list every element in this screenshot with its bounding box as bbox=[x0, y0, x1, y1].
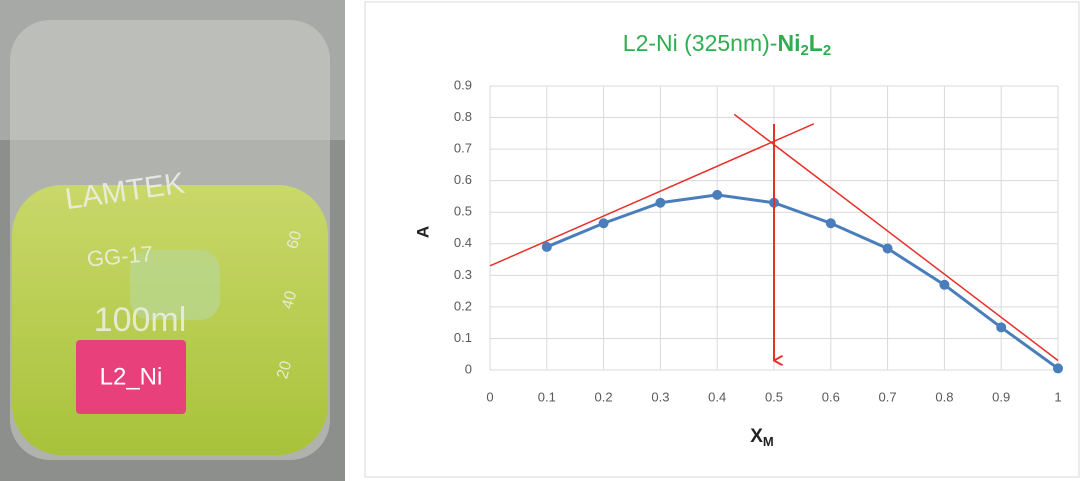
y-tick-label: 0.4 bbox=[454, 235, 472, 250]
y-tick-label: 0.7 bbox=[454, 141, 472, 156]
data-point bbox=[542, 242, 552, 252]
data-point bbox=[599, 218, 609, 228]
y-tick-label: 0.6 bbox=[454, 172, 472, 187]
data-point bbox=[826, 218, 836, 228]
y-tick-label: 0.2 bbox=[454, 298, 472, 313]
y-axis-label: A bbox=[413, 226, 432, 238]
x-tick-label: 0.8 bbox=[935, 389, 953, 404]
x-tick-label: 0.9 bbox=[992, 389, 1010, 404]
y-tick-label: 0.9 bbox=[454, 77, 472, 92]
x-tick-label: 0.5 bbox=[765, 389, 783, 404]
data-point bbox=[1053, 363, 1063, 373]
title-formula: L bbox=[809, 30, 823, 56]
beaker-marking: 100ml bbox=[94, 301, 187, 339]
x-tick-label: 0.6 bbox=[822, 389, 840, 404]
title-formula: Ni bbox=[777, 30, 800, 56]
label-text: L2_Ni bbox=[100, 363, 163, 390]
chart-panel bbox=[365, 2, 1079, 477]
data-point bbox=[655, 198, 665, 208]
data-point bbox=[712, 190, 722, 200]
x-label-main: X bbox=[750, 426, 763, 447]
x-label-subscript: M bbox=[763, 434, 774, 449]
data-point bbox=[883, 244, 893, 254]
title-text: L2-Ni (325nm)- bbox=[623, 30, 778, 56]
data-point bbox=[939, 280, 949, 290]
x-tick-label: 0.7 bbox=[879, 389, 897, 404]
y-tick-label: 0.1 bbox=[454, 330, 472, 345]
x-tick-label: 0.1 bbox=[538, 389, 556, 404]
y-tick-label: 0.3 bbox=[454, 267, 472, 282]
data-point bbox=[996, 322, 1006, 332]
x-tick-label: 0 bbox=[486, 389, 493, 404]
chart-title: L2-Ni (325nm)-Ni2L2 bbox=[623, 30, 831, 59]
x-tick-label: 1 bbox=[1054, 389, 1061, 404]
y-tick-label: 0.5 bbox=[454, 204, 472, 219]
title-subscript: 2 bbox=[800, 42, 808, 59]
title-subscript: 2 bbox=[823, 42, 831, 59]
y-tick-label: 0 bbox=[465, 361, 472, 376]
x-tick-label: 0.2 bbox=[595, 389, 613, 404]
x-tick-label: 0.3 bbox=[651, 389, 669, 404]
page: LAMTEKGG-17100ml604020L2_Ni L2-Ni (325nm… bbox=[0, 0, 1082, 481]
figure: LAMTEKGG-17100ml604020L2_Ni L2-Ni (325nm… bbox=[0, 0, 1082, 481]
x-tick-label: 0.4 bbox=[708, 389, 726, 404]
y-tick-label: 0.8 bbox=[454, 109, 472, 124]
